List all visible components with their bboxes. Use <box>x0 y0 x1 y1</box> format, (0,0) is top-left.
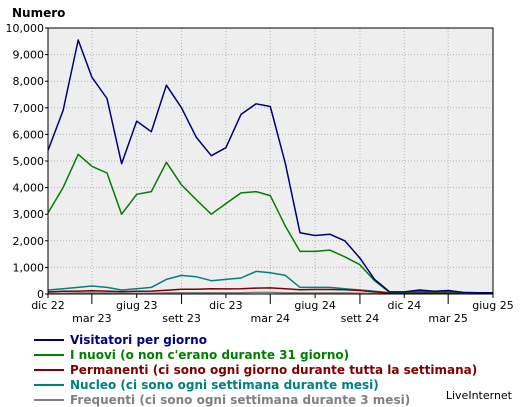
x-tick-label: mar 25 <box>428 312 467 325</box>
series-line <box>47 39 493 294</box>
y-tick-label: 8,000 <box>13 75 45 88</box>
x-tick-label: mar 24 <box>251 312 290 325</box>
x-tick-label: giug 24 <box>294 299 336 312</box>
x-axis-ticks: dic 22 mar 23 giug 23 sett 23 dic 23 mar 24 gi… <box>31 294 514 325</box>
x-tick-label: mar 23 <box>72 312 111 325</box>
legend-swatch <box>34 383 64 386</box>
legend-label: Nucleo (ci sono ogni settimana durante m… <box>70 377 379 392</box>
y-tick-label: 5,000 <box>13 155 45 168</box>
y-axis-label: Numero <box>12 6 65 20</box>
y-tick-label: 4,000 <box>13 182 45 195</box>
legend-label: I nuovi (o non c'erano durante 31 giorno… <box>70 347 350 362</box>
line-chart: Numero 0 1,000 2,000 3,000 4,000 5,000 6,000 7,… <box>6 6 514 325</box>
series-line <box>47 153 493 294</box>
legend-swatch <box>34 338 64 341</box>
x-tick-label: giug 25 <box>472 299 514 312</box>
series-line <box>47 287 493 295</box>
legend-swatch <box>34 368 64 371</box>
credit-label: LiveInternet <box>445 389 512 402</box>
legend-item: I nuovi (o non c'erano durante 31 giorno… <box>34 347 477 362</box>
y-tick-label: 10,000 <box>6 22 45 35</box>
y-tick-label: 7,000 <box>13 102 45 115</box>
legend-label: Visitatori per giorno <box>70 332 207 347</box>
plot-border <box>47 27 494 295</box>
y-axis-ticks: 0 1,000 2,000 3,000 4,000 5,000 6,000 7,000 8,00… <box>6 22 48 301</box>
y-tick-label: 1,000 <box>13 261 45 274</box>
legend-label: Frequenti (ci sono ogni settimana durant… <box>70 392 411 407</box>
legend-item: Visitatori per giorno <box>34 332 477 347</box>
y-tick-label: 6,000 <box>13 128 45 141</box>
legend: Visitatori per giorno I nuovi (o non c'er… <box>34 332 477 407</box>
legend-swatch <box>34 398 64 401</box>
x-tick-label: giug 23 <box>116 299 158 312</box>
legend-item: Nucleo (ci sono ogni settimana durante m… <box>34 377 477 392</box>
y-tick-label: 2,000 <box>13 235 45 248</box>
legend-item: Frequenti (ci sono ogni settimana durant… <box>34 392 477 407</box>
y-tick-label: 9,000 <box>13 49 45 62</box>
y-tick-label: 0 <box>37 288 44 301</box>
x-tick-label: dic 24 <box>387 299 421 312</box>
x-tick-label: sett 24 <box>341 312 380 325</box>
y-tick-label: 3,000 <box>13 208 45 221</box>
legend-label: Permanenti (ci sono ogni giorno durante … <box>70 362 478 377</box>
series-line <box>47 270 493 295</box>
legend-item: Permanenti (ci sono ogni giorno durante … <box>34 362 477 377</box>
legend-swatch <box>34 353 64 356</box>
x-tick-label: sett 23 <box>162 312 201 325</box>
x-tick-label: dic 23 <box>209 299 243 312</box>
x-tick-label: dic 22 <box>31 299 65 312</box>
